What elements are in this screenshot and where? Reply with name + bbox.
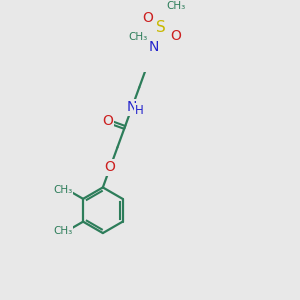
Text: O: O — [102, 114, 113, 128]
Text: S: S — [156, 20, 166, 35]
Text: N: N — [148, 40, 159, 54]
Text: O: O — [171, 29, 182, 44]
Text: CH₃: CH₃ — [167, 1, 186, 11]
Text: H: H — [135, 104, 144, 117]
Text: N: N — [127, 100, 137, 114]
Text: O: O — [142, 11, 153, 25]
Text: CH₃: CH₃ — [53, 185, 72, 195]
Text: O: O — [105, 160, 116, 174]
Text: CH₃: CH₃ — [128, 32, 148, 42]
Text: CH₃: CH₃ — [53, 226, 72, 236]
